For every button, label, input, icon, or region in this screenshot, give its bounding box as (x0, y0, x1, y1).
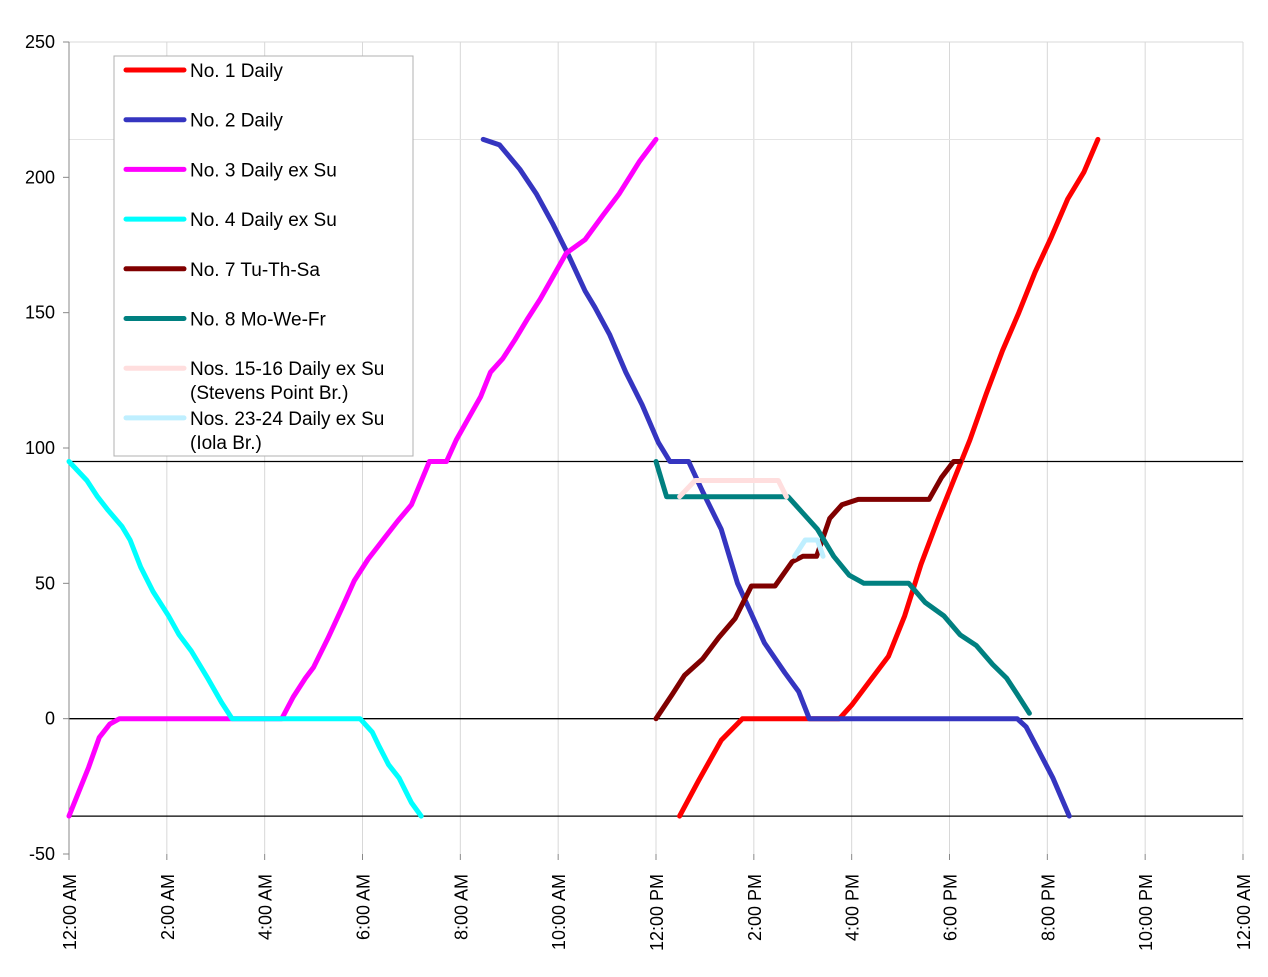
series-line-8 (792, 537, 826, 559)
legend-label: No. 2 Daily (190, 111, 283, 132)
series-line-4 (66, 459, 424, 819)
series-line-1 (677, 136, 1101, 819)
series-line-5 (653, 459, 963, 722)
x-tick-label: 10:00 PM (1136, 874, 1156, 951)
legend-label-line2: (Stevens Point Br.) (190, 383, 348, 404)
legend-label: No. 7 Tu-Th-Sa (190, 260, 320, 281)
legend-label: Nos. 23-24 Daily ex Su (190, 409, 384, 430)
x-tick-label: 8:00 PM (1038, 874, 1058, 941)
y-tick-label: -50 (29, 844, 55, 864)
y-tick-label: 100 (25, 438, 55, 458)
y-tick-label: 250 (25, 32, 55, 52)
x-tick-label: 2:00 AM (158, 874, 178, 940)
x-tick-label: 12:00 AM (1234, 874, 1254, 950)
x-tick-label: 8:00 AM (451, 874, 471, 940)
x-tick-label: 4:00 AM (256, 874, 276, 940)
x-tick-label: 6:00 PM (941, 874, 961, 941)
x-tick-label: 6:00 AM (354, 874, 374, 940)
y-tick-label: 50 (35, 573, 55, 593)
x-tick-label: 12:00 AM (60, 874, 80, 950)
x-tick-label: 2:00 PM (745, 874, 765, 941)
legend: No. 1 Daily No. 2 Daily No. 3 Daily ex Su N… (113, 55, 414, 457)
legend-label-line2: (Iola Br.) (190, 433, 262, 454)
x-tick-labels: 12:00 AM 2:00 AM 4:00 AM 6:00 AM 8:00 AM 10:0… (60, 874, 1254, 951)
x-tick-label: 4:00 PM (843, 874, 863, 941)
y-tick-label: 0 (45, 709, 55, 729)
x-tick-label: 12:00 PM (647, 874, 667, 951)
legend-box (113, 55, 414, 457)
y-tick-label: 200 (25, 167, 55, 187)
legend-label: Nos. 15-16 Daily ex Su (190, 359, 384, 380)
legend-label: No. 1 Daily (190, 61, 283, 82)
series-line-3 (66, 136, 659, 819)
y-tick-labels: 250 200 150 100 50 0 -50 (25, 32, 55, 864)
legend-label: No. 4 Daily ex Su (190, 210, 337, 231)
legend-label: No. 8 Mo-We-Fr (190, 310, 327, 331)
series-line-2 (480, 136, 1072, 819)
series-line-7 (677, 478, 789, 500)
y-tick-label: 150 (25, 303, 55, 323)
legend-label: No. 3 Daily ex Su (190, 160, 337, 181)
series-line-6 (653, 459, 1032, 716)
axes (63, 41, 1244, 860)
series-lines (66, 136, 1101, 819)
x-tick-label: 10:00 AM (549, 874, 569, 950)
